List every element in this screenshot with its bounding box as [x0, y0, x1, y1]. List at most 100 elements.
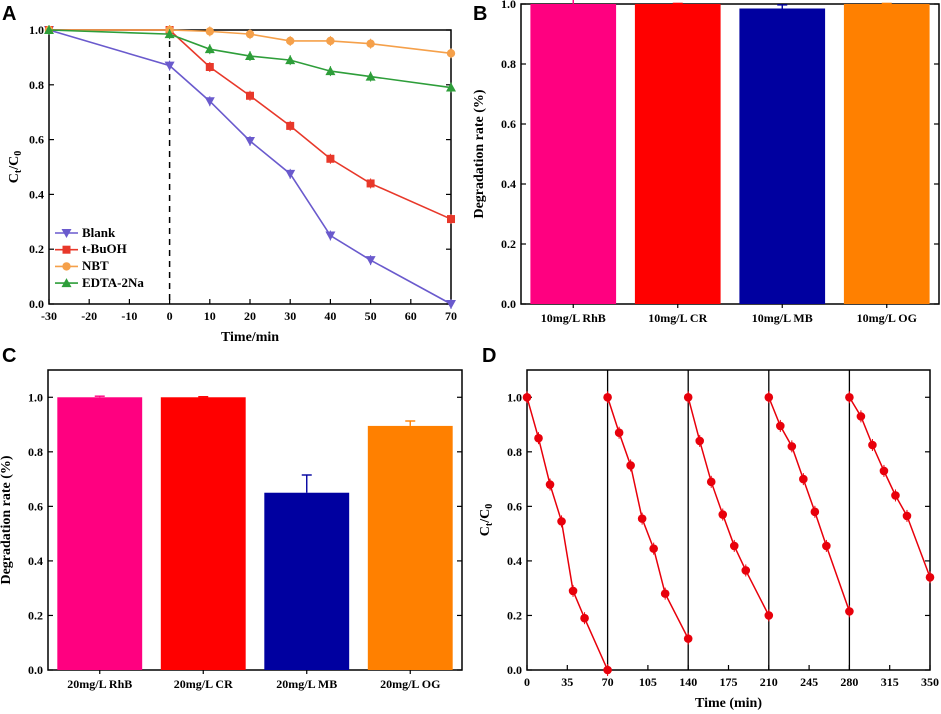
panel-a-x-tick-label: 70 — [445, 309, 457, 323]
panel-d-data-point — [879, 466, 889, 476]
panel-a-data-point — [285, 169, 296, 179]
panel-d-x-tick-label: 210 — [760, 675, 778, 689]
legend-marker-1 — [62, 245, 71, 254]
panel-b-y-tick-label: 1.0 — [501, 0, 516, 11]
panel-d-x-tick-label: 245 — [800, 675, 818, 689]
panel-c-y-tick-label: 0.0 — [28, 663, 43, 677]
panel-a-data-point — [245, 29, 255, 39]
panel-d-data-point — [580, 613, 589, 623]
panel-b-y-tick-label: 0.4 — [501, 177, 516, 191]
panel-a-data-point — [245, 51, 255, 61]
panel-d-y-axis-label: Ct/C0 — [478, 504, 495, 536]
panel-d-data-point — [822, 541, 831, 551]
panel-d-data-point — [902, 511, 912, 521]
panel-a-x-tick-label: -30 — [41, 309, 57, 323]
panel-a-data-point — [326, 154, 335, 163]
panel-d-y-tick-label: 0.8 — [507, 445, 522, 459]
panel-b-y-tick-label: 0.8 — [501, 57, 516, 71]
panel-c-bar — [160, 397, 246, 670]
legend-marker-2 — [62, 262, 71, 271]
panel-d-data-point — [741, 566, 751, 575]
panel-letter-d: D — [482, 345, 496, 367]
panel-a-data-point — [246, 91, 254, 100]
panel-c-y-tick-label: 1.0 — [28, 390, 43, 404]
panel-d-data-point — [925, 572, 935, 582]
panel-a-y-axis-label: Ct/C0 — [7, 151, 24, 183]
panel-b-bar — [530, 4, 617, 304]
panel-d-data-point — [614, 428, 624, 438]
panel-d-x-axis-label: Time (min) — [695, 696, 762, 711]
panel-a-plot-frame — [48, 29, 452, 305]
panel-d-y-tick-label: 1.0 — [507, 390, 522, 404]
panel-a-data-point — [164, 61, 175, 71]
panel-a-data-point — [325, 231, 336, 241]
panel-a-data-point — [446, 82, 456, 92]
panel-c-bar — [264, 492, 350, 670]
panel-a-data-point — [164, 29, 175, 39]
panel-d-x-tick-label: 105 — [639, 675, 657, 689]
panel-d-data-point — [787, 442, 797, 451]
panel-d-data-point — [522, 392, 532, 402]
panel-c-y-tick-label: 0.4 — [28, 554, 43, 568]
panel-b-category-label: 10mg/L OG — [857, 311, 917, 325]
panel-d-data-point — [845, 607, 854, 616]
panel-a-series-line-2 — [49, 29, 452, 55]
panel-b-y-tick-label: 0.6 — [501, 117, 516, 131]
panel-c-category-label: 20mg/L CR — [174, 677, 233, 691]
panel-a-data-point — [446, 49, 456, 58]
panel-a-data-point — [204, 97, 215, 107]
panel-d-data-point — [764, 611, 774, 620]
panel-a-data-point — [365, 71, 376, 81]
panel-letter-b: B — [473, 3, 487, 25]
panel-a-y-tick-label: 0.6 — [29, 133, 44, 147]
panel-a: A 0.0 0.2 0.4 0.6 0.8 1.0 -30 -20 -10 0 10 20 30 40 50… — [2, 3, 457, 345]
panel-b-plot-frame — [520, 3, 940, 305]
panel-letter-a: A — [2, 3, 16, 25]
panel-d-data-point — [845, 392, 854, 402]
panel-a-data-point — [285, 55, 296, 65]
panel-a-y-tick-label: 1.0 — [29, 23, 44, 37]
panel-d-data-point — [776, 421, 785, 431]
panel-d-data-point — [603, 665, 612, 675]
panel-d-x-tick-label: 35 — [561, 675, 573, 689]
panel-d-data-point — [683, 634, 693, 643]
panel-d-data-point — [810, 507, 820, 517]
panel-a-x-tick-label: -20 — [81, 309, 97, 323]
panel-a-x-tick-label: 30 — [284, 309, 296, 323]
panel-a-data-point — [325, 66, 336, 76]
legend-label-tbuoh: t-BuOH — [82, 241, 127, 256]
panel-d-data-point — [891, 491, 900, 500]
panel-a-x-tick-label: -10 — [121, 309, 137, 323]
panel-d-data-point — [603, 392, 612, 402]
panel-d-data-point — [764, 392, 774, 402]
panel-d-y-tick-label: 0.0 — [507, 663, 522, 677]
panel-a-data-point — [44, 25, 54, 34]
panel-b-y-axis-label: Degradation rate (%) — [472, 89, 487, 218]
panel-a-x-tick-label: 0 — [167, 309, 173, 323]
panel-c-plot-frame — [47, 369, 463, 671]
panel-a-legend: Blank t-BuOH NBT EDTA-2Na — [55, 225, 144, 290]
panel-c-y-axis-label: Degradation rate (%) — [0, 455, 14, 584]
panel-d-data-point — [637, 514, 647, 523]
panel-a-series-line-0 — [48, 29, 452, 305]
panel-b-category-label: 10mg/L MB — [752, 311, 813, 325]
panel-d-cycle-line-4 — [848, 396, 931, 578]
panel-d-data-point — [868, 440, 877, 450]
panel-d-cycle-line-2 — [687, 397, 770, 616]
panel-c: C 0.0 0.2 0.4 0.6 0.8 1.0 20mg/L RhB 20mg/L CR 2… — [0, 345, 463, 691]
panel-b-bar — [843, 4, 930, 304]
panel-b-bar — [739, 8, 826, 304]
panel-d-x-tick-label: 350 — [921, 675, 939, 689]
panel-a-y-tick-label: 0.0 — [29, 297, 44, 311]
panel-d-data-point — [626, 461, 635, 470]
panel-a-x-tick-label: 20 — [244, 309, 256, 323]
panel-d-data-point — [683, 392, 693, 402]
panel-a-y-tick-label: 0.2 — [29, 242, 44, 256]
panel-a-data-point — [205, 27, 214, 36]
panel-a-data-point — [286, 36, 295, 46]
panel-d-data-point — [545, 480, 555, 489]
legend-label-blank: Blank — [82, 225, 116, 240]
panel-d-data-point — [695, 436, 705, 446]
panel-d-y-tick-label: 0.2 — [507, 608, 522, 622]
